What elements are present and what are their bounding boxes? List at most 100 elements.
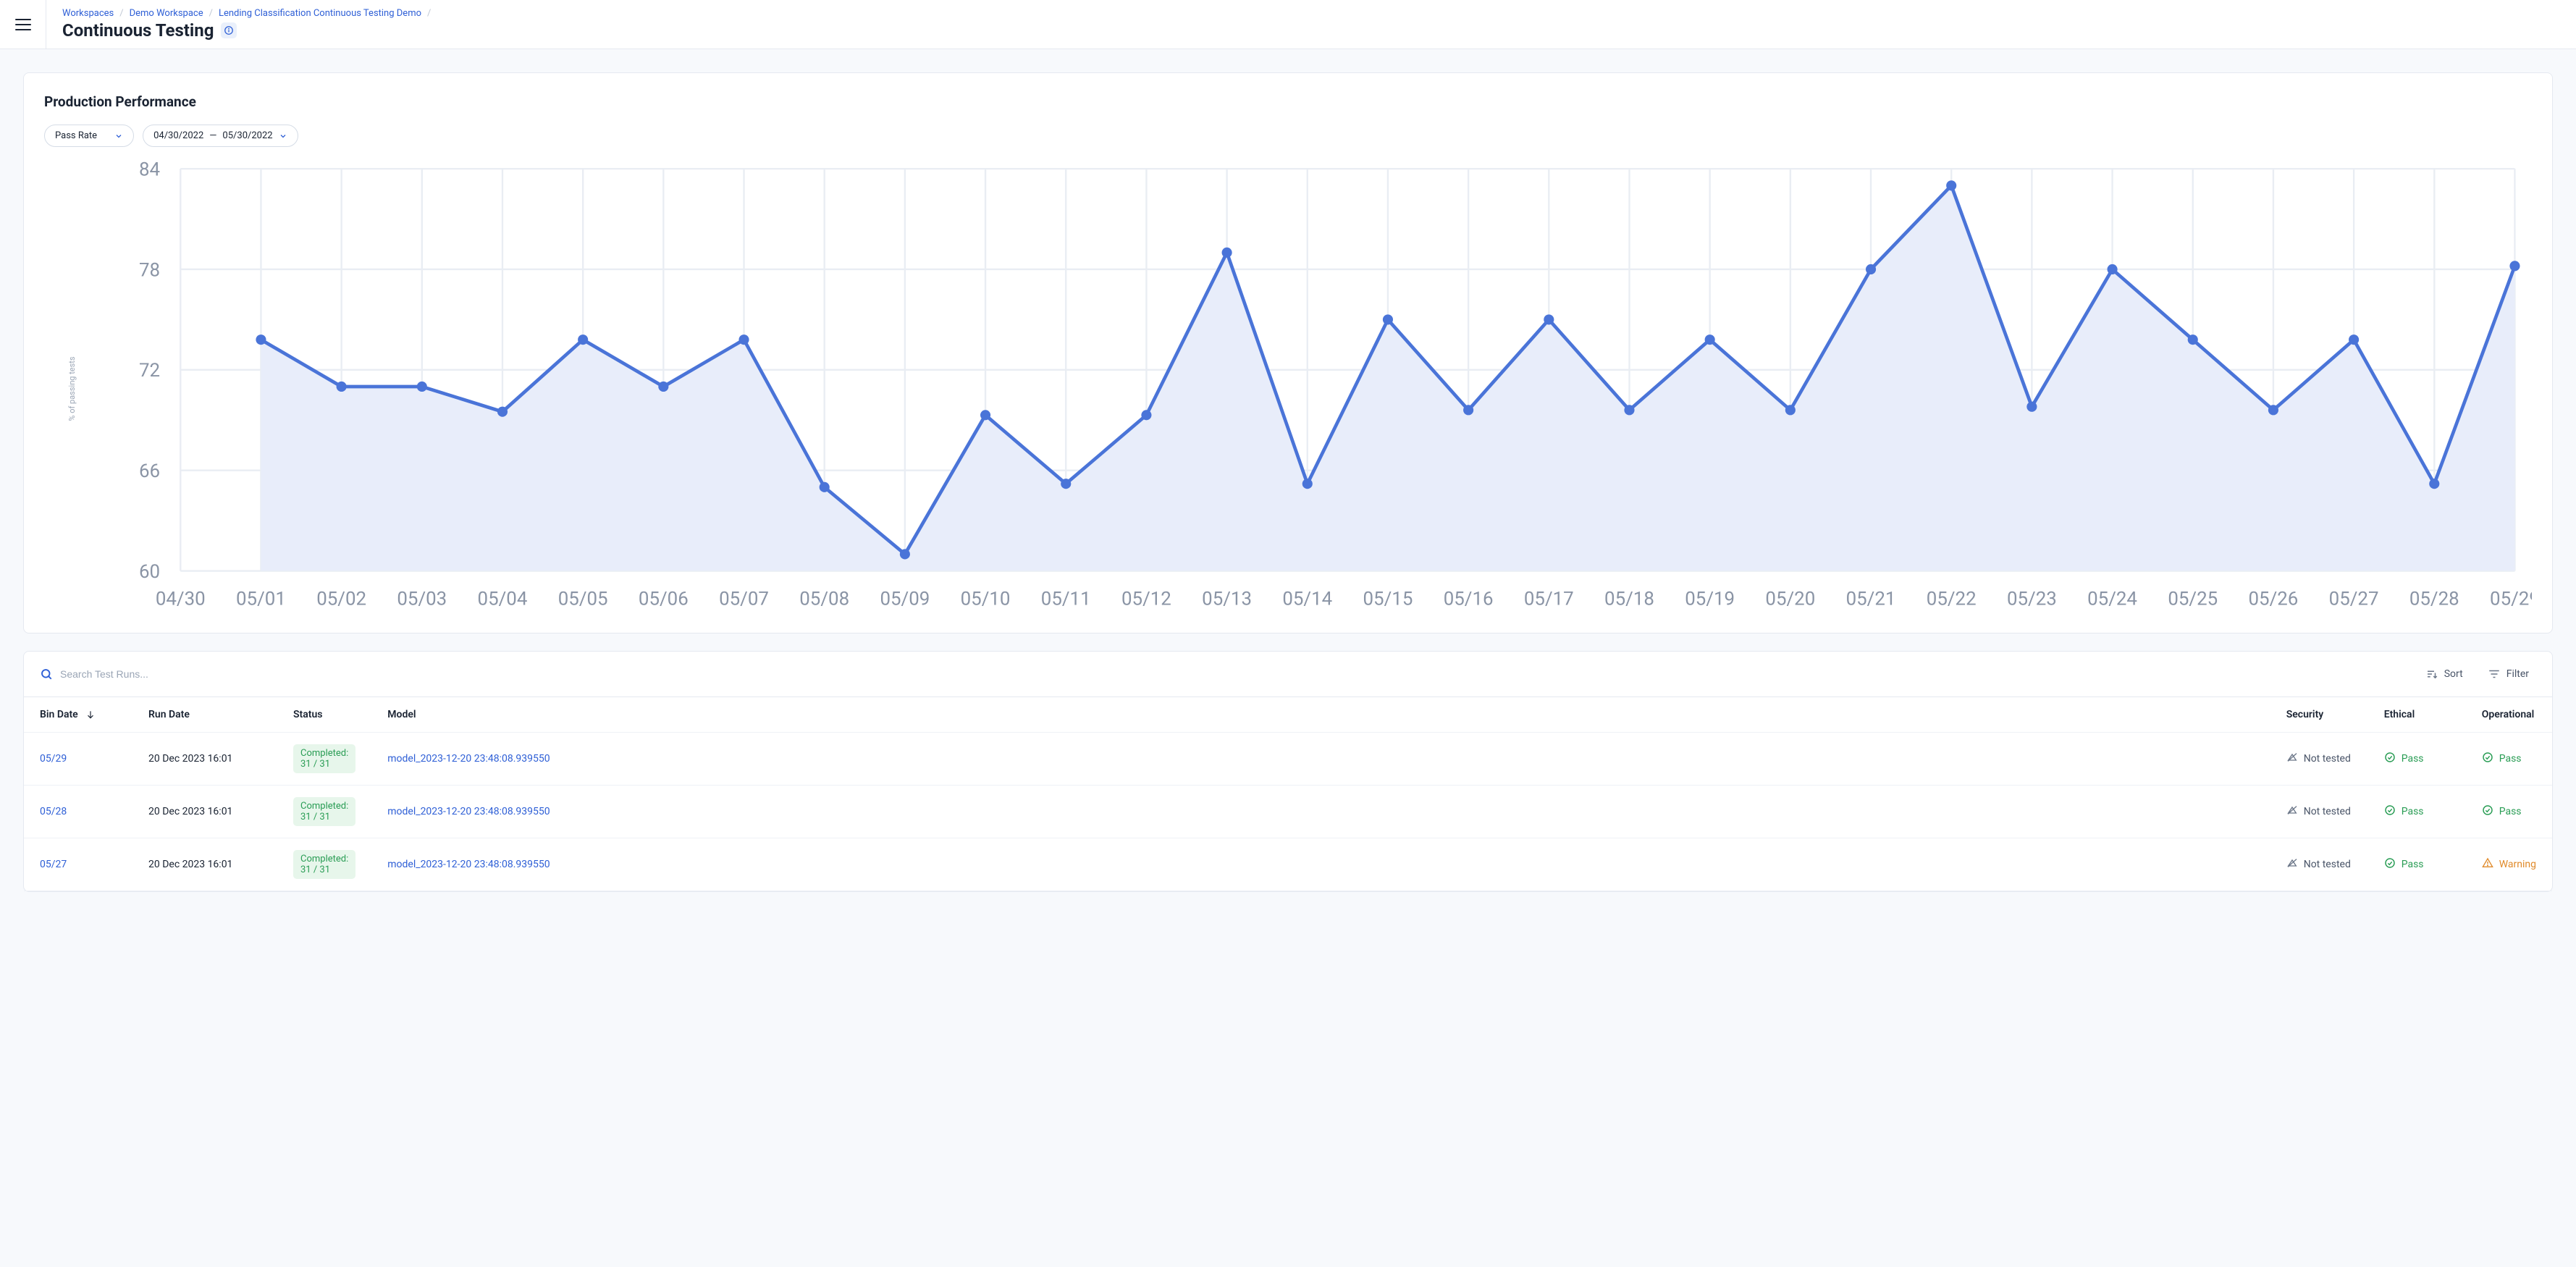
svg-text:05/18: 05/18 <box>1604 589 1654 610</box>
svg-text:05/04: 05/04 <box>478 589 528 610</box>
table-row[interactable]: 05/27 20 Dec 2023 16:01 Completed: 31 / … <box>24 838 2552 891</box>
operational-cell: Pass <box>2466 786 2552 838</box>
sort-icon <box>2425 668 2438 681</box>
model-link[interactable]: model_2023-12-20 23:48:08.939550 <box>387 753 550 765</box>
page-title-row: Continuous Testing <box>62 20 431 41</box>
status-text: Not tested <box>2304 806 2351 817</box>
check-circle-icon <box>2384 857 2396 872</box>
svg-text:05/21: 05/21 <box>1846 589 1896 610</box>
svg-text:05/15: 05/15 <box>1363 589 1413 610</box>
breadcrumb-separator: / <box>427 8 431 19</box>
status-chip: Completed: 31 / 31 <box>293 850 355 879</box>
test-runs-card: Sort Filter Bin Date Run Dat <box>23 651 2553 892</box>
security-cell: Not tested <box>2270 838 2368 891</box>
search-wrap <box>40 668 2408 681</box>
svg-text:05/24: 05/24 <box>2087 589 2137 610</box>
bin-date-link[interactable]: 05/29 <box>40 753 67 765</box>
svg-text:05/27: 05/27 <box>2329 589 2379 610</box>
table-header-row: Bin Date Run Date Status Model Security … <box>24 697 2552 733</box>
column-status[interactable]: Status <box>277 697 371 733</box>
svg-text:05/07: 05/07 <box>719 589 769 610</box>
production-performance-card: Production Performance Pass Rate 04/30/2… <box>23 72 2553 634</box>
svg-text:05/13: 05/13 <box>1202 589 1252 610</box>
status-chip: Completed: 31 / 31 <box>293 797 355 826</box>
search-icon <box>40 668 53 681</box>
svg-text:66: 66 <box>139 460 160 482</box>
column-bin-date[interactable]: Bin Date <box>24 697 132 733</box>
search-input[interactable] <box>60 668 2408 680</box>
warning-icon <box>2482 857 2493 872</box>
status-text: Pass <box>2402 859 2424 870</box>
run-date-cell: 20 Dec 2023 16:01 <box>132 733 277 786</box>
date-from: 04/30/2022 <box>153 130 203 141</box>
status-text: Not tested <box>2304 859 2351 870</box>
chart-controls: Pass Rate 04/30/2022 — 05/30/2022 <box>44 125 2532 147</box>
page-title: Continuous Testing <box>62 20 214 41</box>
date-to: 05/30/2022 <box>222 130 272 141</box>
column-ethical[interactable]: Ethical <box>2368 697 2466 733</box>
sort-button[interactable]: Sort <box>2418 663 2470 685</box>
status-text: Pass <box>2402 753 2424 765</box>
filter-button[interactable]: Filter <box>2480 663 2536 685</box>
date-range-selector[interactable]: 04/30/2022 — 05/30/2022 <box>143 125 298 147</box>
security-cell: Not tested <box>2270 733 2368 786</box>
status-text: Warning <box>2499 859 2536 870</box>
svg-text:05/08: 05/08 <box>799 589 849 610</box>
svg-text:60: 60 <box>139 561 160 583</box>
sort-label: Sort <box>2444 668 2463 680</box>
svg-text:78: 78 <box>139 259 160 281</box>
status-text: Pass <box>2499 753 2522 765</box>
breadcrumb-link-project[interactable]: Lending Classification Continuous Testin… <box>219 8 421 19</box>
svg-text:05/19: 05/19 <box>1685 589 1735 610</box>
run-date-cell: 20 Dec 2023 16:01 <box>132 838 277 891</box>
chart-title: Production Performance <box>44 93 2532 110</box>
breadcrumb-separator: / <box>209 8 213 19</box>
svg-text:05/23: 05/23 <box>2007 589 2057 610</box>
metric-selector-label: Pass Rate <box>55 130 97 141</box>
column-security[interactable]: Security <box>2270 697 2368 733</box>
breadcrumb-link-demo-workspace[interactable]: Demo Workspace <box>130 8 203 19</box>
check-circle-icon <box>2384 752 2396 766</box>
test-runs-table: Bin Date Run Date Status Model Security … <box>24 697 2552 891</box>
svg-text:05/11: 05/11 <box>1041 589 1091 610</box>
column-operational[interactable]: Operational <box>2466 697 2552 733</box>
svg-text:05/10: 05/10 <box>961 589 1011 610</box>
model-link[interactable]: model_2023-12-20 23:48:08.939550 <box>387 859 550 870</box>
column-run-date[interactable]: Run Date <box>132 697 277 733</box>
status-chip: Completed: 31 / 31 <box>293 744 355 773</box>
metric-selector[interactable]: Pass Rate <box>44 125 134 147</box>
check-circle-icon <box>2482 752 2493 766</box>
svg-text:05/01: 05/01 <box>236 589 286 610</box>
svg-text:05/22: 05/22 <box>1927 589 1977 610</box>
app-header: Workspaces / Demo Workspace / Lending Cl… <box>0 0 2576 49</box>
check-circle-icon <box>2384 804 2396 819</box>
ethical-cell: Pass <box>2368 733 2466 786</box>
bin-date-link[interactable]: 05/28 <box>40 806 67 817</box>
not-tested-icon <box>2286 752 2298 766</box>
run-date-cell: 20 Dec 2023 16:01 <box>132 786 277 838</box>
chart-y-axis-label: % of passing tests <box>67 356 77 421</box>
breadcrumb-link-workspaces[interactable]: Workspaces <box>62 8 114 19</box>
not-tested-icon <box>2286 857 2298 872</box>
header-content: Workspaces / Demo Workspace / Lending Cl… <box>46 2 431 46</box>
svg-text:84: 84 <box>139 159 160 181</box>
menu-icon[interactable] <box>15 19 31 30</box>
chevron-down-icon <box>114 132 123 140</box>
check-circle-icon <box>2482 804 2493 819</box>
column-model[interactable]: Model <box>371 697 2270 733</box>
svg-text:05/28: 05/28 <box>2409 589 2459 610</box>
not-tested-icon <box>2286 804 2298 819</box>
svg-text:05/03: 05/03 <box>397 589 447 610</box>
table-row[interactable]: 05/28 20 Dec 2023 16:01 Completed: 31 / … <box>24 786 2552 838</box>
status-text: Pass <box>2499 806 2522 817</box>
info-icon[interactable] <box>221 22 237 38</box>
bin-date-link[interactable]: 05/27 <box>40 859 67 870</box>
model-link[interactable]: model_2023-12-20 23:48:08.939550 <box>387 806 550 817</box>
svg-text:05/26: 05/26 <box>2248 589 2298 610</box>
table-row[interactable]: 05/29 20 Dec 2023 16:01 Completed: 31 / … <box>24 733 2552 786</box>
svg-text:05/17: 05/17 <box>1524 589 1574 610</box>
breadcrumb: Workspaces / Demo Workspace / Lending Cl… <box>62 8 431 19</box>
status-text: Pass <box>2402 806 2424 817</box>
svg-text:05/02: 05/02 <box>316 589 366 610</box>
main-content: Production Performance Pass Rate 04/30/2… <box>0 49 2576 915</box>
